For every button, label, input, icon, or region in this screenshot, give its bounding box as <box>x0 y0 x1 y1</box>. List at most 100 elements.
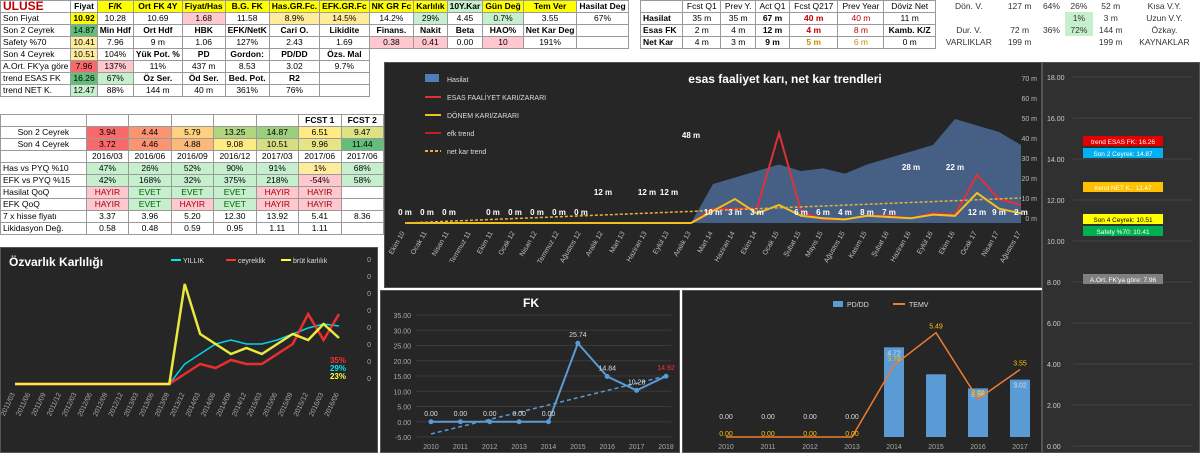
table-cell: trend ESAS FK <box>0 72 72 85</box>
table-cell: Son 4 Ceyrek <box>0 48 72 61</box>
q-cell: 4 m <box>682 36 722 49</box>
header-cell: Tem Ver <box>522 0 578 13</box>
spacer <box>85 114 130 127</box>
pb-chart: PD/DD TEMV 2010 0.00 2011 0.00 2012 0.00 2013 0.0… <box>682 290 1042 453</box>
x-tick: 2014 <box>541 444 557 451</box>
table-cell: 0.7% <box>482 12 524 25</box>
table-cell: PD/DD <box>268 48 321 61</box>
signal-cell: 7 x hisse fiyatı <box>0 210 87 223</box>
x-tick: Aralık 12 <box>585 230 605 258</box>
data-label: 0.00 <box>512 411 526 418</box>
q-cell: 2 m <box>682 24 722 37</box>
x-tick: Mart 13 <box>609 230 627 254</box>
table-cell: EFK/NetK <box>224 24 270 37</box>
x-tick: 2013/06 <box>139 392 156 418</box>
chart-title: FK <box>523 296 539 310</box>
y-tick: 0 <box>367 325 371 332</box>
table-cell: 76% <box>268 84 321 97</box>
signal-cell: 12.30 <box>213 210 257 223</box>
y-tick: 0 m <box>1025 216 1037 223</box>
signal-cell: HAYIR <box>255 186 300 199</box>
balance-cell: 36% <box>1042 24 1060 35</box>
trend-chart: esas faaliyet karı, net kar trendleri Has… <box>384 62 1042 288</box>
table-cell: 14.5% <box>319 12 370 25</box>
x-tick: 2014 <box>886 444 902 451</box>
x-tick: Ocak 17 <box>960 230 979 256</box>
x-tick: 2013/09 <box>154 392 171 418</box>
header-cell: Karlılık <box>413 0 448 13</box>
y-tick: 0 <box>367 308 371 315</box>
data-label: 0.00 <box>424 411 438 418</box>
quarter-cell: 13.25 <box>213 126 257 139</box>
table-cell: Likidite <box>319 24 370 37</box>
table-cell: 1.69 <box>319 36 370 49</box>
pe-point <box>546 419 551 425</box>
x-tick: 2017 <box>1012 444 1028 451</box>
marker-bar <box>1083 182 1163 192</box>
data-label: 0.00 <box>483 411 497 418</box>
y-tick: 50 m <box>1021 116 1037 123</box>
balance-cell: Kısa V.Y. <box>1147 0 1182 11</box>
q-cell: 11 m <box>883 12 936 25</box>
table-cell: 7.96 <box>70 60 98 73</box>
table-cell: 0.41 <box>413 36 448 49</box>
data-label: 12 m <box>968 208 986 217</box>
scale-tick: 10.00 <box>1047 239 1065 246</box>
table-cell <box>319 84 370 97</box>
signal-cell: 91% <box>255 162 300 175</box>
data-label: 2 m <box>1014 208 1028 217</box>
x-tick: 2011/12 <box>46 392 63 418</box>
table-cell: trend NET K. <box>0 84 72 97</box>
signal-cell: 52% <box>170 162 215 175</box>
header-cell: 10Y.Kar <box>446 0 484 13</box>
table-cell: 3.55 <box>522 12 578 25</box>
spacer <box>0 114 87 127</box>
table-cell: 1.68 <box>181 12 226 25</box>
table-cell: 191% <box>522 36 578 49</box>
quarter-cell: 4.88 <box>170 138 215 151</box>
marker-label: trend ESAS FK: 16.26 <box>1091 139 1155 146</box>
data-label: 0 m <box>398 208 412 217</box>
pd-bar <box>926 374 946 437</box>
data-label: 14.92 <box>657 365 675 372</box>
table-cell: 10.41 <box>70 36 98 49</box>
table-cell: 1.06 <box>181 36 226 49</box>
signal-cell: 0.59 <box>170 222 215 235</box>
pe-point <box>575 340 581 346</box>
q-header: Act Q1 <box>755 0 790 13</box>
balance-table: Dön. V. 127 m 64% 26% 52 m Kısa V.Y. 1% 3 m Uzun… <box>936 0 1200 48</box>
signal-cell: -54% <box>298 174 342 187</box>
signal-cell: EVET <box>213 186 257 199</box>
signal-cell <box>340 198 384 211</box>
x-tick: Ocak 11 <box>410 230 429 256</box>
y-tick: 15.00 <box>393 374 411 381</box>
table-cell: Safety %70 <box>0 36 72 49</box>
marker-bar <box>1083 136 1163 146</box>
q-cell: 9 m <box>755 36 790 49</box>
q-cell: 0 m <box>883 36 936 49</box>
signal-cell: 8.36 <box>340 210 384 223</box>
scale-tick: 2.00 <box>1047 403 1061 410</box>
quarter-cell: 4.44 <box>128 126 172 139</box>
balance-cell <box>1038 36 1065 48</box>
x-tick: 2012/03 <box>61 392 78 418</box>
data-label: 3.55 <box>1013 361 1027 368</box>
balance-cell: 1% <box>1065 12 1093 24</box>
header-cell: Fiyat <box>70 0 98 13</box>
signal-cell: 168% <box>128 174 172 187</box>
data-label: 6 m <box>816 208 830 217</box>
spacer <box>213 114 257 127</box>
x-tick: Ekim 16 <box>938 230 957 255</box>
x-tick: 2017 <box>629 444 645 451</box>
q-cell: 5 m <box>788 36 839 49</box>
signal-cell: HAYIR <box>170 198 215 211</box>
data-label: 0.00 <box>719 431 733 438</box>
marker-bar <box>1083 214 1163 224</box>
balance-cell: Özkay. <box>1151 24 1178 35</box>
signal-cell: 375% <box>213 174 257 187</box>
legend-label: DÖNEM KARI/ZARARI <box>447 112 519 120</box>
data-label: 2.00 <box>971 390 985 397</box>
x-tick: 2013 <box>511 444 527 451</box>
header-cell: NK GR Fc <box>368 0 415 13</box>
x-tick: 2015 <box>928 444 944 451</box>
